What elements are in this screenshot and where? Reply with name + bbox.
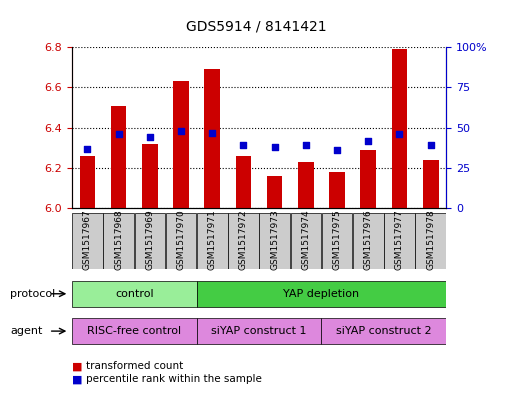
Text: transformed count: transformed count bbox=[86, 361, 184, 371]
Text: RISC-free control: RISC-free control bbox=[87, 326, 181, 336]
Bar bbox=[416, 213, 446, 269]
Bar bbox=[361, 150, 376, 208]
Bar bbox=[298, 162, 313, 208]
Bar bbox=[173, 81, 189, 208]
Text: protocol: protocol bbox=[10, 289, 55, 299]
Text: GSM1517969: GSM1517969 bbox=[145, 209, 154, 270]
Bar bbox=[134, 213, 165, 269]
Bar bbox=[80, 156, 95, 208]
Text: percentile rank within the sample: percentile rank within the sample bbox=[86, 374, 262, 384]
Point bbox=[270, 144, 279, 150]
Bar bbox=[322, 213, 352, 269]
Bar bbox=[142, 144, 157, 208]
Text: GSM1517971: GSM1517971 bbox=[208, 209, 217, 270]
Bar bbox=[196, 318, 322, 344]
Bar bbox=[290, 213, 321, 269]
Point bbox=[240, 142, 248, 149]
Text: GDS5914 / 8141421: GDS5914 / 8141421 bbox=[186, 20, 327, 34]
Bar bbox=[166, 213, 196, 269]
Bar bbox=[197, 213, 228, 269]
Bar bbox=[205, 69, 220, 208]
Text: YAP depletion: YAP depletion bbox=[283, 289, 360, 299]
Point bbox=[427, 142, 435, 149]
Bar bbox=[72, 213, 103, 269]
Bar bbox=[235, 156, 251, 208]
Point bbox=[333, 147, 341, 153]
Point bbox=[396, 131, 404, 137]
Bar bbox=[111, 106, 126, 208]
Point bbox=[83, 145, 91, 152]
Text: GSM1517974: GSM1517974 bbox=[301, 209, 310, 270]
Bar bbox=[72, 281, 196, 307]
Text: GSM1517968: GSM1517968 bbox=[114, 209, 123, 270]
Point bbox=[146, 134, 154, 141]
Text: agent: agent bbox=[10, 326, 43, 336]
Point bbox=[208, 129, 216, 136]
Bar bbox=[329, 172, 345, 208]
Bar bbox=[267, 176, 283, 208]
Bar bbox=[423, 160, 439, 208]
Text: GSM1517976: GSM1517976 bbox=[364, 209, 373, 270]
Text: GSM1517972: GSM1517972 bbox=[239, 209, 248, 270]
Text: control: control bbox=[115, 289, 153, 299]
Bar bbox=[228, 213, 259, 269]
Text: GSM1517978: GSM1517978 bbox=[426, 209, 435, 270]
Text: GSM1517970: GSM1517970 bbox=[176, 209, 186, 270]
Text: ■: ■ bbox=[72, 361, 82, 371]
Bar bbox=[72, 318, 196, 344]
Text: GSM1517975: GSM1517975 bbox=[332, 209, 342, 270]
Point bbox=[302, 142, 310, 149]
Bar bbox=[392, 49, 407, 208]
Bar bbox=[384, 213, 415, 269]
Point bbox=[364, 138, 372, 144]
Text: siYAP construct 1: siYAP construct 1 bbox=[211, 326, 307, 336]
Bar bbox=[353, 213, 384, 269]
Bar bbox=[196, 281, 446, 307]
Point bbox=[177, 128, 185, 134]
Text: siYAP construct 2: siYAP construct 2 bbox=[336, 326, 432, 336]
Text: GSM1517973: GSM1517973 bbox=[270, 209, 279, 270]
Bar bbox=[260, 213, 290, 269]
Text: GSM1517967: GSM1517967 bbox=[83, 209, 92, 270]
Point bbox=[114, 131, 123, 137]
Text: ■: ■ bbox=[72, 374, 82, 384]
Bar bbox=[322, 318, 446, 344]
Text: GSM1517977: GSM1517977 bbox=[395, 209, 404, 270]
Bar bbox=[103, 213, 134, 269]
